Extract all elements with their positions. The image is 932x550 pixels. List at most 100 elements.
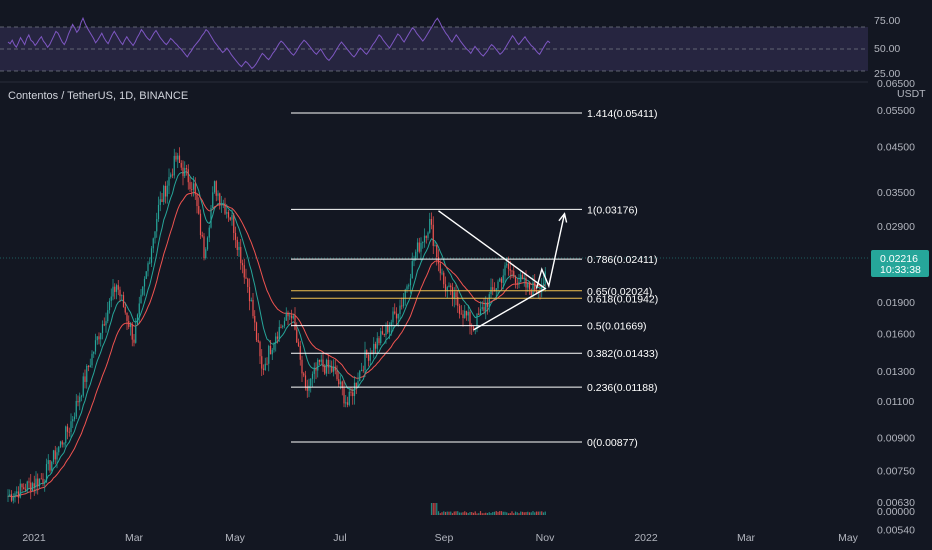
candle-body <box>236 239 238 250</box>
candle-body <box>394 311 396 314</box>
candle-body <box>128 320 130 327</box>
candle-body <box>89 365 91 368</box>
candle-body <box>189 182 191 190</box>
price-tick-label: 0.01300 <box>877 366 915 378</box>
candle-body <box>84 376 86 382</box>
volume-bar <box>502 511 504 515</box>
candle-body <box>70 421 72 432</box>
candle-body <box>416 242 419 252</box>
volume-bar <box>439 513 441 515</box>
volume-bar <box>500 511 503 515</box>
candle-body <box>420 242 422 252</box>
candle-body <box>198 206 200 214</box>
candle-body <box>45 463 48 482</box>
price-pane[interactable]: Contentos / TetherUS, 1D, BINANCE 1.414(… <box>0 90 868 515</box>
candle-body <box>301 359 303 374</box>
triangle-pattern[interactable] <box>438 210 547 331</box>
candle-body <box>203 236 205 259</box>
candle-body <box>261 356 263 369</box>
symbol-title: Contentos / TetherUS, 1D, BINANCE <box>8 90 188 102</box>
candle-body <box>138 303 140 315</box>
candle-body <box>184 168 186 177</box>
candle-body <box>294 315 296 330</box>
candle-body <box>7 496 9 498</box>
candle-body <box>40 478 42 480</box>
candle-body <box>360 369 363 372</box>
candle-body <box>514 276 517 284</box>
candle-body <box>289 315 291 317</box>
candle-body <box>101 324 104 333</box>
candle-body <box>31 483 34 492</box>
candle-body <box>66 426 69 432</box>
candle-body <box>28 481 30 483</box>
candle-body <box>324 366 326 374</box>
candle-body <box>147 263 149 272</box>
volume-bar <box>444 511 447 515</box>
time-tick-label: May <box>225 532 246 544</box>
candle-body <box>411 261 413 279</box>
candle-body <box>10 494 13 501</box>
candle-body <box>192 183 195 190</box>
volume-bar <box>542 512 545 515</box>
candle-body <box>210 208 212 228</box>
price-axis[interactable]: 0.06500 USDT 0.05500 0.04500 0.03500 0.0290… <box>871 78 929 537</box>
candle-body <box>378 338 380 344</box>
candle-body <box>415 251 417 260</box>
candle-body <box>80 395 83 397</box>
candle-body <box>476 313 478 330</box>
candle-body <box>269 345 272 355</box>
candle-body <box>535 291 538 293</box>
candle-body <box>462 314 464 319</box>
candle-body <box>339 381 342 385</box>
candle-body <box>119 289 121 297</box>
fib-retracement[interactable]: 1.414(0.05411) 1(0.03176) 0.786(0.02411) 0.… <box>291 108 658 449</box>
volume-bar <box>460 512 462 515</box>
candle-body <box>177 155 179 160</box>
drawings[interactable] <box>438 210 568 331</box>
candle-body <box>387 324 389 333</box>
currency-label: USDT <box>897 88 926 100</box>
current-price-badge[interactable] <box>871 250 929 277</box>
volume-bar <box>532 511 534 515</box>
candle-body <box>143 278 146 287</box>
candle-body <box>513 271 515 277</box>
volume-bar <box>507 513 510 515</box>
candle-body <box>140 294 142 304</box>
candle-body <box>467 311 469 316</box>
candle-body <box>481 307 483 310</box>
volume-bar <box>535 511 538 515</box>
candle-body <box>478 313 480 316</box>
candle-body <box>159 199 161 205</box>
candle-body <box>439 263 441 274</box>
volume-bar <box>513 513 515 515</box>
candle-body <box>187 169 189 183</box>
candle-body <box>485 302 487 311</box>
volume-bar <box>525 512 527 515</box>
rsi-pane[interactable]: 75.00 50.00 25.00 <box>0 15 900 80</box>
candle-body <box>191 189 193 190</box>
candle-body <box>446 287 448 292</box>
candle-body <box>534 282 536 292</box>
candle-body <box>9 494 11 497</box>
candle-body <box>205 249 207 259</box>
candle-body <box>285 312 287 321</box>
candle-body <box>443 272 445 285</box>
time-tick-label: Mar <box>125 532 144 544</box>
volume-bar <box>537 511 539 515</box>
candle-body <box>37 478 39 487</box>
projection-path[interactable] <box>535 213 566 289</box>
price-tick-label: 0.01100 <box>877 396 914 408</box>
time-axis[interactable]: 2021 Mar May Jul Sep Nov 2022 Mar May <box>22 532 858 544</box>
candle-body <box>51 461 53 471</box>
candle-body <box>276 336 279 339</box>
candle-body <box>399 305 401 315</box>
candle-body <box>241 263 244 266</box>
candle-body <box>380 331 382 344</box>
candle-body <box>63 443 65 445</box>
candle-body <box>329 366 331 368</box>
candle-body <box>364 350 366 371</box>
candle-body <box>266 363 268 365</box>
candle-body <box>343 388 345 404</box>
candle-body <box>331 366 333 372</box>
